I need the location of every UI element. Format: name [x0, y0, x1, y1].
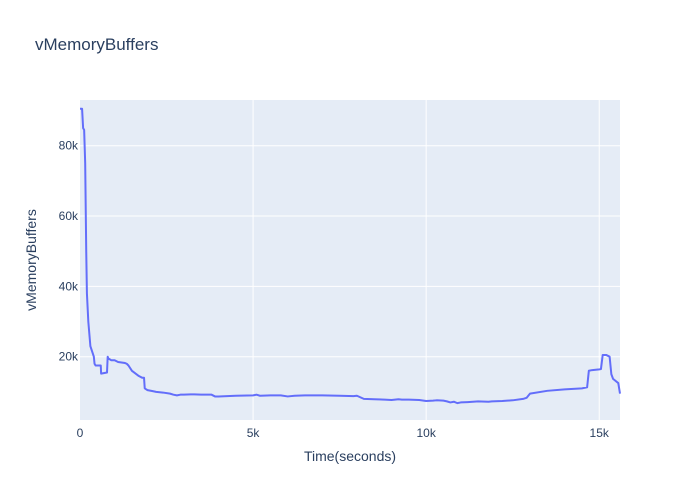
- x-tick-label: 10k: [416, 426, 436, 440]
- gridlines: [80, 100, 620, 420]
- x-axis-title: Time(seconds): [304, 448, 396, 464]
- chart-title: vMemoryBuffers: [35, 35, 158, 54]
- y-axis-title: vMemoryBuffers: [23, 209, 39, 311]
- series-line-0: [80, 107, 621, 405]
- x-tick-label: 5k: [247, 426, 261, 440]
- x-tick-label: 0: [77, 426, 84, 440]
- plot-area: [80, 100, 620, 420]
- y-axis-ticks: 20k 40k 60k 80k: [59, 139, 79, 364]
- x-tick-label: 15k: [590, 426, 610, 440]
- y-tick-label: 80k: [59, 139, 79, 153]
- y-tick-label: 20k: [59, 350, 79, 364]
- y-tick-label: 40k: [59, 279, 79, 293]
- y-tick-label: 60k: [59, 209, 79, 223]
- series-layer: [80, 107, 621, 405]
- x-axis-ticks: 0 5k 10k 15k: [77, 426, 610, 440]
